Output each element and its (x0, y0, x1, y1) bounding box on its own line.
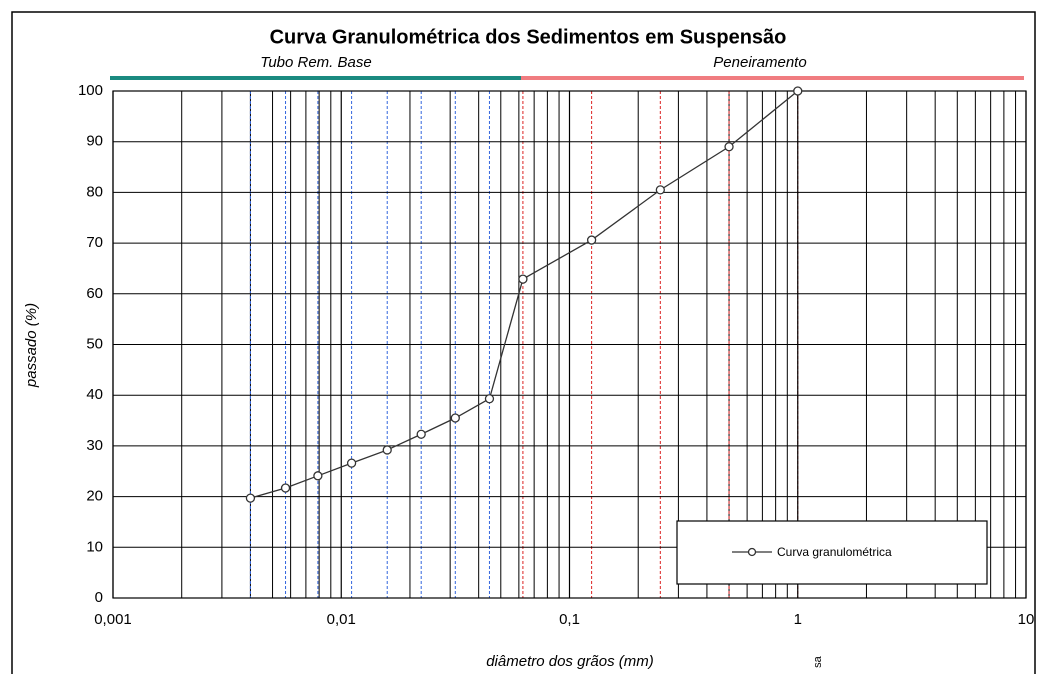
band-label: Tubo Rem. Base (260, 54, 371, 71)
band-label: Peneiramento (713, 54, 806, 71)
x-axis-label: diâmetro dos grãos (mm) (486, 653, 654, 670)
data-point (724, 142, 734, 152)
y-tick-label: 30 (86, 437, 103, 454)
data-point (655, 185, 665, 195)
plot-border (112, 90, 1027, 599)
data-point (586, 235, 597, 245)
data-point (280, 483, 291, 493)
y-tick-label: 90 (86, 133, 103, 150)
y-tick-label: 40 (86, 386, 103, 403)
data-point (450, 413, 460, 423)
data-point (346, 458, 357, 468)
data-point (245, 493, 256, 503)
data-point (382, 445, 392, 455)
legend-marker (747, 547, 757, 557)
y-axis-label: passado (%) (23, 303, 40, 388)
legend-box (676, 520, 988, 585)
chart-title: Curva Granulométrica dos Sedimentos em S… (270, 26, 787, 48)
data-point (484, 394, 495, 404)
y-tick-label: 80 (86, 183, 103, 200)
x-tick-label: 1 (794, 611, 802, 628)
y-tick-label: 60 (86, 285, 103, 302)
data-line (250, 90, 799, 499)
y-tick-label: 20 (86, 488, 103, 505)
x-tick-label: 0,001 (94, 611, 132, 628)
x-tick-label: 0,1 (559, 611, 580, 628)
stray-label: sa (812, 655, 824, 668)
legend-label: Curva granulométrica (777, 545, 892, 559)
frame (11, 11, 1036, 674)
y-tick-label: 0 (95, 589, 103, 606)
y-tick-label: 50 (86, 335, 103, 352)
y-tick-label: 70 (86, 234, 103, 251)
y-tick-label: 10 (86, 538, 103, 555)
data-point (416, 429, 426, 439)
data-point (313, 471, 323, 481)
y-tick-label: 100 (78, 82, 103, 99)
x-tick-label: 10 (1018, 611, 1035, 628)
data-point (518, 274, 528, 284)
x-tick-label: 0,01 (327, 611, 356, 628)
data-point (793, 86, 803, 96)
